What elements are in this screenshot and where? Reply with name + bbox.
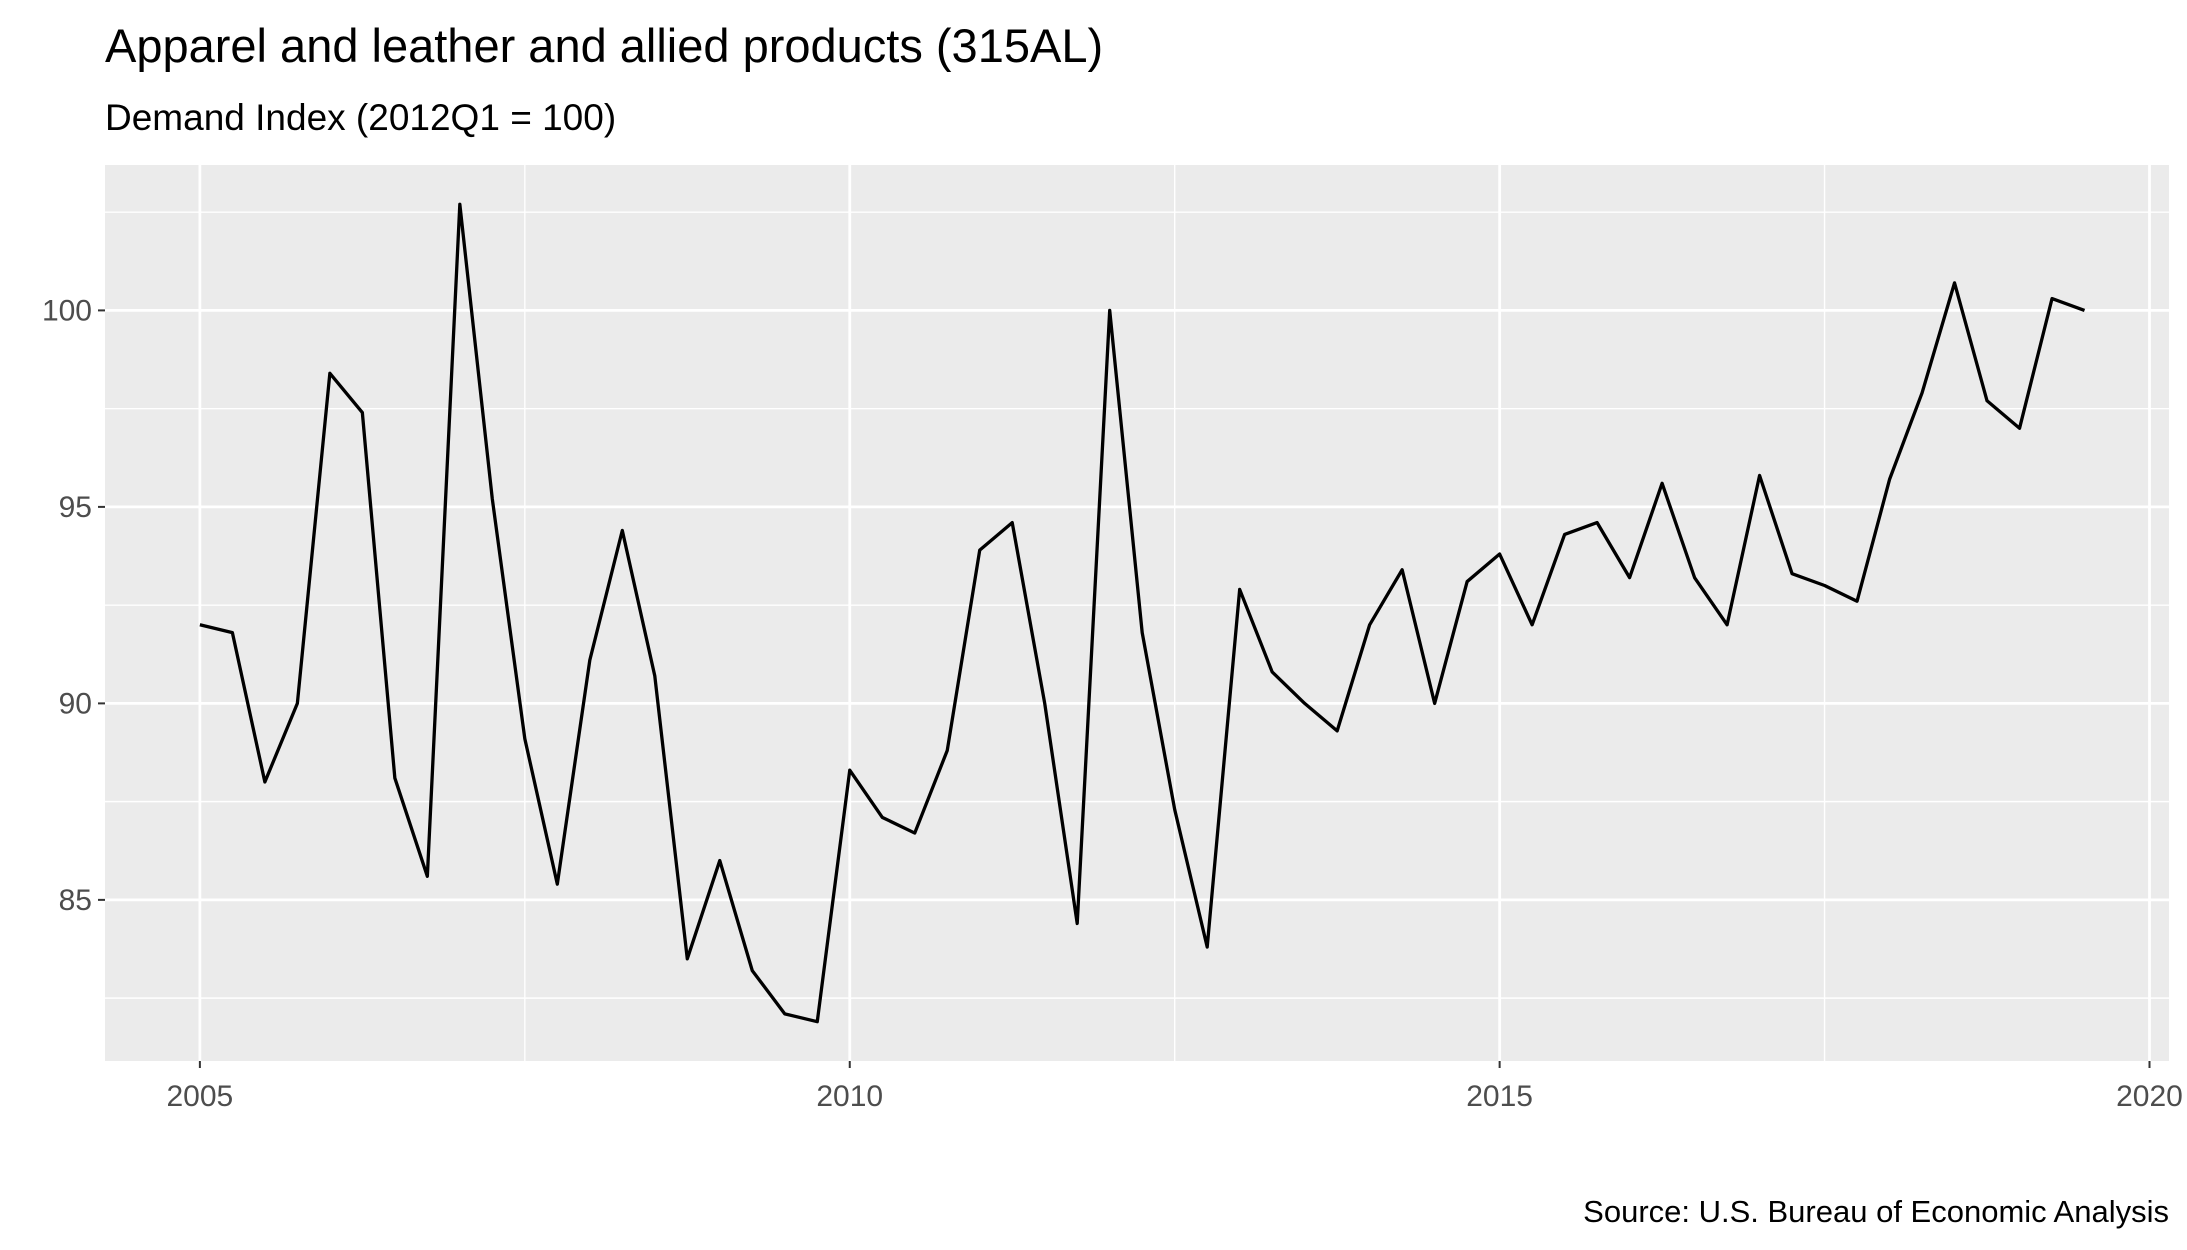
y-tick-label: 90 — [59, 687, 92, 720]
x-tick-label: 2005 — [167, 1080, 234, 1113]
chart-caption: Source: U.S. Bureau of Economic Analysis — [1583, 1194, 2169, 1229]
y-tick-label: 85 — [59, 884, 92, 917]
x-tick-label: 2020 — [2116, 1080, 2183, 1113]
y-tick-label: 100 — [42, 294, 92, 327]
data-layer — [199, 202, 2086, 1024]
grid-major — [105, 165, 2169, 1061]
y-tick-label: 95 — [59, 491, 92, 524]
chart-subtitle: Demand Index (2012Q1 = 100) — [105, 97, 616, 138]
x-tick-label: 2015 — [1466, 1080, 1533, 1113]
x-tick-label: 2010 — [816, 1080, 883, 1113]
chart-title: Apparel and leather and allied products … — [105, 19, 1103, 72]
series-line-0 — [199, 202, 2086, 1024]
x-axis: 2005 2010 2015 2020 — [167, 1061, 2183, 1113]
plot-panel — [105, 165, 2169, 1061]
y-axis: 85 90 95 100 — [42, 294, 105, 917]
